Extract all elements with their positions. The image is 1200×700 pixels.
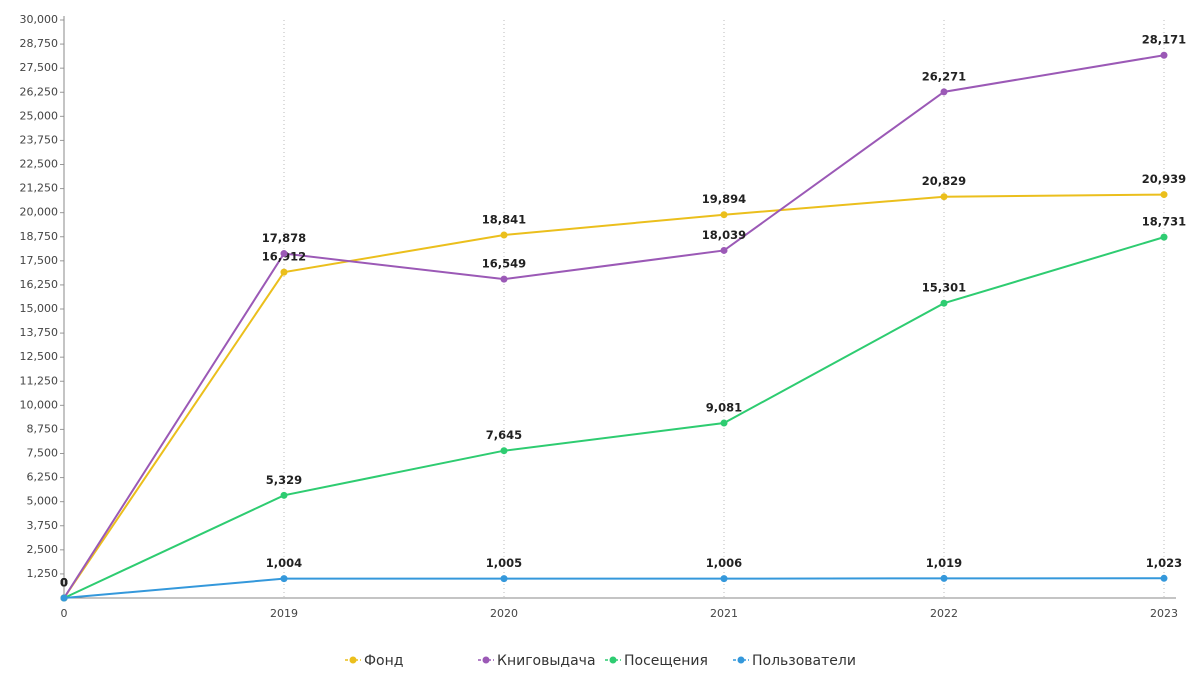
y-tick-label: 23,750 bbox=[20, 133, 59, 146]
data-label: 1,019 bbox=[926, 556, 962, 570]
y-tick-label: 16,250 bbox=[20, 278, 59, 291]
data-point bbox=[60, 594, 68, 602]
y-tick-label: 7,500 bbox=[27, 447, 59, 460]
data-label: 20,939 bbox=[1142, 172, 1186, 186]
legend-marker[interactable] bbox=[482, 656, 490, 664]
data-point bbox=[1160, 191, 1168, 199]
x-tick-label: 2020 bbox=[490, 607, 518, 620]
data-point bbox=[720, 211, 728, 219]
y-tick-label: 22,500 bbox=[20, 158, 59, 171]
legend-label[interactable]: Фонд bbox=[364, 653, 403, 669]
data-point bbox=[500, 275, 508, 283]
y-tick-label: 1,250 bbox=[27, 567, 59, 580]
series-line bbox=[63, 236, 1165, 599]
data-point bbox=[720, 575, 728, 583]
y-tick-label: 5,000 bbox=[27, 495, 59, 508]
legend-marker[interactable] bbox=[609, 656, 617, 664]
data-label: 1,004 bbox=[266, 556, 302, 570]
data-point bbox=[720, 246, 728, 254]
legend-label[interactable]: Посещения bbox=[624, 653, 708, 669]
y-tick-label: 11,250 bbox=[20, 374, 59, 387]
y-tick-label: 28,750 bbox=[20, 37, 59, 50]
data-label: 20,829 bbox=[922, 174, 966, 188]
data-point bbox=[1160, 574, 1168, 582]
data-label: 1,006 bbox=[706, 556, 742, 570]
y-tick-label: 12,500 bbox=[20, 350, 59, 363]
data-point bbox=[940, 88, 948, 96]
data-label: 18,841 bbox=[482, 212, 526, 226]
data-point bbox=[280, 250, 288, 258]
y-tick-label: 8,750 bbox=[27, 422, 59, 435]
data-label: 1,023 bbox=[1146, 556, 1182, 570]
series-line bbox=[63, 193, 1165, 599]
x-tick-label: 2023 bbox=[1150, 607, 1178, 620]
y-tick-label: 3,750 bbox=[27, 519, 59, 532]
y-tick-label: 27,500 bbox=[20, 61, 59, 74]
y-tick-label: 21,250 bbox=[20, 182, 59, 195]
data-point bbox=[280, 575, 288, 583]
y-tick-label: 30,000 bbox=[20, 13, 59, 26]
data-label: 0 bbox=[60, 576, 68, 590]
data-point bbox=[1160, 51, 1168, 59]
x-tick-label: 0 bbox=[61, 607, 68, 620]
data-point bbox=[940, 574, 948, 582]
y-tick-label: 26,250 bbox=[20, 85, 59, 98]
data-label: 7,645 bbox=[486, 428, 522, 442]
data-label: 1,005 bbox=[486, 556, 522, 570]
data-point bbox=[280, 268, 288, 276]
y-tick-label: 15,000 bbox=[20, 302, 59, 315]
data-point bbox=[940, 193, 948, 201]
data-label: 0 bbox=[60, 576, 68, 590]
y-tick-label: 25,000 bbox=[20, 109, 59, 122]
data-point bbox=[500, 231, 508, 239]
legend-label[interactable]: Книговыдача bbox=[497, 653, 596, 669]
legend-label[interactable]: Пользователи bbox=[752, 653, 856, 669]
data-point bbox=[1160, 233, 1168, 241]
y-tick-label: 13,750 bbox=[20, 326, 59, 339]
x-tick-label: 2019 bbox=[270, 607, 298, 620]
series-line bbox=[63, 54, 1165, 599]
data-point bbox=[940, 299, 948, 307]
data-label: 16,549 bbox=[482, 257, 526, 271]
data-label: 26,271 bbox=[922, 69, 966, 83]
data-point bbox=[500, 575, 508, 583]
legend-marker[interactable] bbox=[737, 656, 745, 664]
data-label: 28,171 bbox=[1142, 33, 1186, 47]
y-tick-label: 18,750 bbox=[20, 230, 59, 243]
data-point bbox=[720, 419, 728, 427]
data-label: 0 bbox=[60, 576, 68, 590]
series-line bbox=[63, 577, 1165, 599]
legend-marker[interactable] bbox=[349, 656, 357, 664]
y-tick-label: 10,000 bbox=[20, 398, 59, 411]
data-label: 5,329 bbox=[266, 473, 302, 487]
data-label: 0 bbox=[60, 576, 68, 590]
data-label: 9,081 bbox=[706, 401, 742, 415]
x-tick-label: 2021 bbox=[710, 607, 738, 620]
data-label: 17,878 bbox=[262, 231, 306, 245]
y-tick-label: 20,000 bbox=[20, 206, 59, 219]
data-label: 15,301 bbox=[922, 281, 966, 295]
y-tick-label: 6,250 bbox=[27, 471, 59, 484]
data-label: 19,894 bbox=[702, 192, 746, 206]
data-point bbox=[280, 491, 288, 499]
x-tick-label: 2022 bbox=[930, 607, 958, 620]
data-label: 18,039 bbox=[702, 228, 746, 242]
data-point bbox=[500, 447, 508, 455]
y-tick-label: 17,500 bbox=[20, 254, 59, 267]
y-tick-label: 2,500 bbox=[27, 543, 59, 556]
data-label: 18,731 bbox=[1142, 215, 1186, 229]
